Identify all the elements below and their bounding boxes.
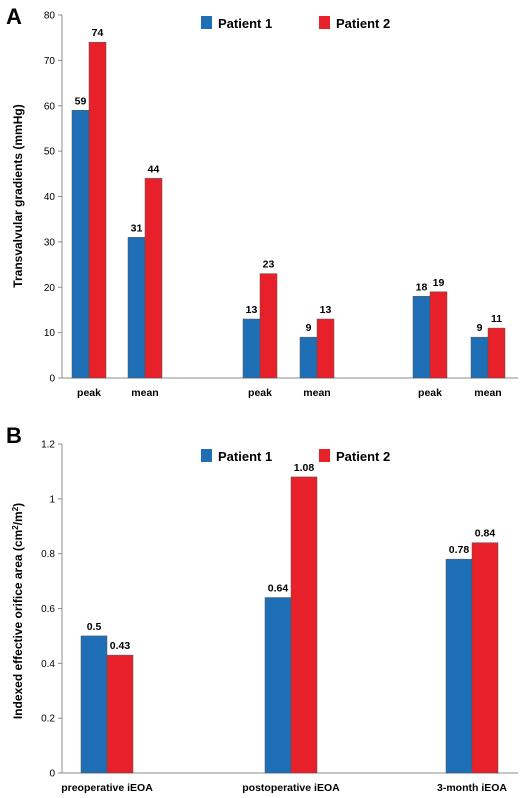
category-label: peak bbox=[248, 387, 272, 399]
panel-a: A Transvalvular gradients (mmHg) 0 10 20 30… bbox=[6, 4, 518, 399]
panel-b: B Indexed effective orifice area (cm2/m2… bbox=[6, 423, 518, 794]
bar-patient-2 bbox=[290, 476, 318, 774]
category-label: mean bbox=[303, 387, 330, 399]
panel-b-legend-label-patient-2: Patient 2 bbox=[336, 449, 390, 464]
data-label-patient-1: 0.5 bbox=[87, 621, 102, 633]
data-label-patient-2: 74 bbox=[92, 27, 104, 39]
y-tick-label: 80 bbox=[44, 11, 56, 22]
bar-patient-2 bbox=[429, 291, 448, 379]
panel-b-legend-swatch-patient-1 bbox=[201, 449, 212, 462]
data-label-patient-1: 59 bbox=[75, 95, 87, 107]
y-tick-label: 0.8 bbox=[41, 549, 55, 560]
bar-patient-1 bbox=[71, 110, 90, 379]
data-label-patient-1: 31 bbox=[131, 222, 143, 234]
data-label-patient-2: 1.08 bbox=[294, 462, 315, 474]
panel-a-y-axis-label: Transvalvular gradients (mmHg) bbox=[11, 104, 25, 287]
data-label-patient-2: 23 bbox=[263, 259, 275, 271]
y-tick-label: 0.4 bbox=[41, 659, 55, 670]
y-tick-label: 0 bbox=[49, 769, 55, 780]
y-tick-label: 0.2 bbox=[41, 714, 55, 725]
panel-a-legend-label-patient-1: Patient 1 bbox=[218, 16, 272, 31]
bar-patient-1 bbox=[445, 558, 473, 774]
y-tick-label: 60 bbox=[44, 101, 56, 112]
panel-b-y-axis-label: Indexed effective orifice area (cm2/m2) bbox=[11, 503, 26, 719]
data-label-patient-1: 18 bbox=[416, 281, 428, 293]
panel-b-letter: B bbox=[6, 423, 22, 448]
panel-a-y-ticks: 0 10 20 30 40 50 60 70 80 bbox=[44, 11, 62, 385]
panel-b-legend-label-patient-1: Patient 1 bbox=[218, 449, 272, 464]
bar-patient-1 bbox=[127, 237, 146, 379]
data-label-patient-2: 19 bbox=[433, 277, 445, 289]
panel-b-y-ticks: 0 0.2 0.4 0.6 0.8 1 1.2 bbox=[41, 440, 62, 780]
data-label-patient-1: 9 bbox=[477, 322, 483, 334]
bar-patient-2 bbox=[259, 273, 278, 379]
data-label-patient-1: 0.64 bbox=[268, 583, 289, 595]
y-tick-label: 1 bbox=[49, 494, 55, 505]
panel-a-legend-swatch-patient-1 bbox=[201, 16, 212, 29]
panel-a-legend-swatch-patient-2 bbox=[319, 16, 330, 29]
panel-a-legend: Patient 1 Patient 2 bbox=[201, 16, 390, 31]
panel-a-categories: peak mean peak mean peak mean bbox=[77, 387, 502, 399]
category-label: postoperative iEOA bbox=[242, 782, 340, 794]
data-label-patient-2: 11 bbox=[491, 313, 502, 325]
y-tick-label: 40 bbox=[44, 192, 56, 203]
y-tick-label: 0 bbox=[49, 374, 55, 385]
bar-patient-2 bbox=[471, 542, 499, 774]
panel-b-legend: Patient 1 Patient 2 bbox=[201, 449, 390, 464]
bar-patient-2 bbox=[316, 318, 335, 379]
category-label: peak bbox=[77, 387, 101, 399]
panel-b-bars: 0.5 0.43 0.64 1.08 0.78 0.84 bbox=[80, 462, 499, 774]
y-tick-label: 30 bbox=[44, 237, 56, 248]
panel-b-categories: preoperative iEOA postoperative iEOA 3-mon… bbox=[61, 782, 507, 794]
panel-b-legend-swatch-patient-2 bbox=[319, 449, 330, 462]
data-label-patient-1: 0.78 bbox=[449, 544, 470, 556]
y-tick-label: 50 bbox=[44, 147, 56, 158]
category-label: mean bbox=[131, 387, 158, 399]
bar-patient-1 bbox=[242, 318, 261, 379]
bar-patient-1 bbox=[470, 336, 489, 379]
bar-patient-2 bbox=[106, 654, 134, 774]
y-tick-label: 20 bbox=[44, 283, 56, 294]
bar-patient-1 bbox=[412, 296, 431, 379]
data-label-patient-2: 0.43 bbox=[110, 640, 131, 652]
category-label: preoperative iEOA bbox=[61, 782, 153, 794]
y-tick-label: 1.2 bbox=[41, 440, 55, 451]
bar-patient-1 bbox=[264, 597, 292, 774]
panel-a-letter: A bbox=[6, 4, 22, 29]
data-label-patient-2: 44 bbox=[148, 163, 160, 175]
category-label: 3-month iEOA bbox=[437, 782, 507, 794]
data-label-patient-2: 13 bbox=[320, 304, 332, 316]
data-label-patient-2: 0.84 bbox=[475, 528, 496, 540]
y-tick-label: 70 bbox=[44, 56, 56, 67]
bar-patient-2 bbox=[487, 327, 506, 379]
panel-a-bars: 59 74 31 44 13 23 9 13 18 19 9 11 bbox=[71, 27, 506, 379]
bar-patient-1 bbox=[80, 635, 108, 774]
y-tick-label: 0.6 bbox=[41, 604, 55, 615]
category-label: peak bbox=[418, 387, 442, 399]
bar-patient-1 bbox=[299, 336, 318, 379]
bar-patient-2 bbox=[88, 41, 107, 379]
panel-a-legend-label-patient-2: Patient 2 bbox=[336, 16, 390, 31]
data-label-patient-1: 9 bbox=[306, 322, 312, 334]
category-label: mean bbox=[474, 387, 501, 399]
data-label-patient-1: 13 bbox=[246, 304, 258, 316]
y-tick-label: 10 bbox=[44, 328, 56, 339]
bar-patient-2 bbox=[144, 178, 163, 379]
